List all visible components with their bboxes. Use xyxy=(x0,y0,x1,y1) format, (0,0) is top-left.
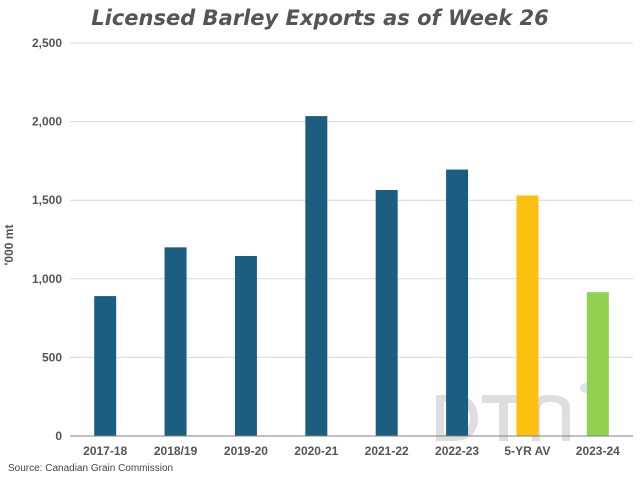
y-tick-label: 1,500 xyxy=(32,193,62,207)
x-tick-label: 2017-18 xyxy=(83,444,127,458)
bars xyxy=(94,116,609,437)
x-tick-label: 2023-24 xyxy=(576,444,620,458)
y-tick-label: 0 xyxy=(55,429,62,443)
y-tick-label: 500 xyxy=(42,350,62,364)
bar-2018-19 xyxy=(164,247,187,436)
x-tick-label: 2020-21 xyxy=(294,444,338,458)
y-tick-label: 2,500 xyxy=(32,36,62,50)
y-tick-label: 2,000 xyxy=(32,115,62,129)
x-tick-label: 5-YR AV xyxy=(504,444,550,458)
gridlines xyxy=(70,42,633,358)
x-tick-label: 2022-23 xyxy=(435,444,479,458)
axes: 0 500 1,000 1,500 2,000 2,500 2017-18 2018/19 20… xyxy=(32,36,633,458)
x-tick-label: 2018/19 xyxy=(154,444,198,458)
bar-2019-20 xyxy=(234,256,257,436)
y-tick-label: 1,000 xyxy=(32,272,62,286)
bar-2020-21 xyxy=(305,116,328,437)
x-tick-label: 2019-20 xyxy=(224,444,268,458)
x-tick-label: 2021-22 xyxy=(365,444,409,458)
source-note: Source: Canadian Grain Commission xyxy=(8,463,174,474)
bar-2021-22 xyxy=(375,189,398,436)
y-axis-label: '000 mt xyxy=(2,225,16,266)
bar-2023-24 xyxy=(586,292,609,436)
bar-5-yr-av xyxy=(516,195,539,436)
bar-2022-23 xyxy=(446,169,469,436)
chart-title: Licensed Barley Exports as of Week 26 xyxy=(91,6,549,30)
bar-2017-18 xyxy=(94,296,117,436)
